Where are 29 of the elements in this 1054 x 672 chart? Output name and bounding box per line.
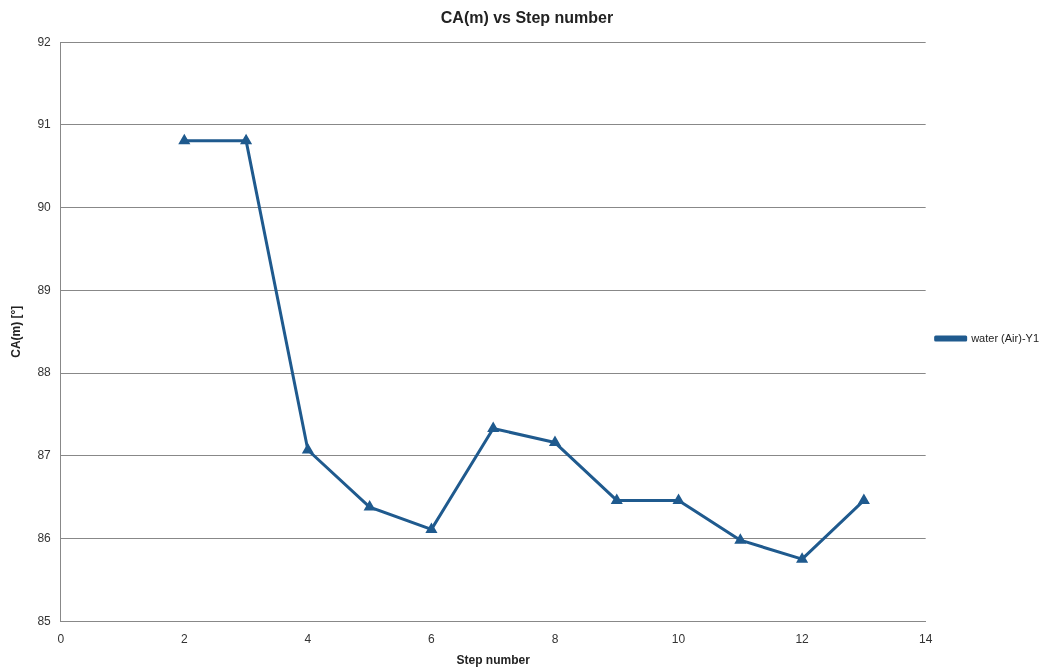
y-tick-label: 88 (37, 365, 52, 380)
point (364, 501, 375, 511)
x-tick-label: 0 (57, 631, 65, 646)
x-tick-label: 4 (304, 631, 312, 646)
point (797, 553, 808, 563)
point (488, 422, 499, 432)
y-tick-label: 91 (37, 117, 52, 132)
point (302, 444, 313, 454)
x-tick-label: 10 (671, 631, 686, 646)
y-tick-label: 89 (37, 282, 52, 297)
x-tick-label: 8 (551, 631, 559, 646)
y-tick-label: 92 (37, 34, 52, 49)
point (735, 534, 746, 544)
point (673, 494, 684, 504)
y-axis-title: CA(m) [°] (8, 305, 23, 358)
y-tick-label: 87 (37, 448, 52, 463)
y-tick-label: 85 (37, 613, 52, 628)
point (426, 523, 437, 533)
y-tick-label: 86 (37, 530, 52, 545)
x-axis-title: Step number (456, 653, 531, 668)
y-tick-label: 90 (37, 199, 52, 214)
x-tick-label: 2 (180, 631, 188, 646)
point (858, 494, 869, 504)
chart-title: CA(m) vs Step number (440, 9, 614, 27)
legend-label: water (Air)-Y1 (970, 331, 1039, 344)
x-tick-label: 14 (918, 631, 933, 646)
x-tick-label: 12 (795, 631, 810, 646)
point (611, 494, 622, 504)
x-tick-label: 6 (428, 631, 436, 646)
